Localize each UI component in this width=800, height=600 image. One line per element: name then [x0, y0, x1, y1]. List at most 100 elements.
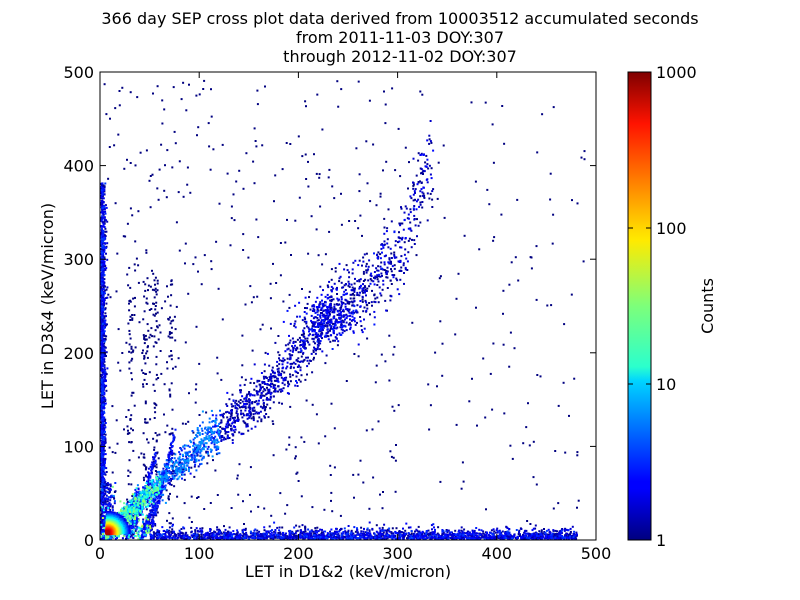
histogram-cell	[318, 303, 321, 306]
histogram-cell	[166, 361, 168, 364]
histogram-cell	[263, 507, 266, 510]
histogram-cell	[370, 301, 373, 304]
histogram-cell	[385, 269, 388, 272]
histogram-cell	[569, 532, 572, 535]
histogram-cell	[369, 313, 371, 316]
histogram-cell	[244, 407, 247, 410]
histogram-cell	[170, 331, 173, 334]
histogram-cell	[315, 228, 318, 231]
histogram-cell	[352, 292, 354, 295]
histogram-cell	[371, 428, 374, 431]
histogram-cell	[406, 269, 409, 271]
histogram-cell	[415, 528, 418, 531]
histogram-cell	[170, 358, 173, 361]
histogram-cell	[102, 185, 105, 187]
histogram-cell	[180, 98, 183, 101]
histogram-cell	[167, 318, 170, 321]
histogram-cell	[314, 321, 317, 324]
histogram-cell	[144, 402, 147, 405]
histogram-cell	[402, 531, 405, 534]
histogram-cell	[131, 357, 134, 360]
histogram-cell	[511, 457, 514, 460]
histogram-cell	[380, 243, 383, 246]
histogram-cell	[372, 476, 375, 479]
histogram-cell	[368, 259, 371, 262]
histogram-cell	[339, 326, 342, 329]
histogram-cell	[522, 442, 525, 445]
histogram-cell	[556, 533, 559, 536]
histogram-cell	[184, 422, 187, 425]
histogram-cell	[321, 328, 324, 331]
histogram-cell	[436, 532, 439, 535]
histogram-cell	[235, 407, 238, 410]
histogram-cell	[100, 506, 103, 509]
histogram-cell	[218, 202, 221, 205]
histogram-cell	[109, 508, 112, 511]
histogram-cell	[421, 191, 424, 194]
histogram-cell	[369, 278, 372, 280]
histogram-cell	[384, 299, 387, 302]
histogram-cell	[289, 405, 292, 408]
histogram-cell	[552, 106, 555, 109]
histogram-cell	[437, 536, 440, 539]
histogram-cell	[261, 381, 264, 384]
histogram-cell	[311, 304, 314, 307]
histogram-cell	[147, 499, 150, 502]
histogram-cell	[158, 489, 161, 492]
histogram-cell	[129, 286, 132, 289]
histogram-cell	[104, 374, 107, 377]
histogram-cell	[552, 529, 555, 532]
histogram-cell	[297, 135, 300, 138]
histogram-cell	[150, 514, 152, 517]
histogram-cell	[262, 390, 265, 393]
histogram-cell	[401, 236, 404, 239]
histogram-cell	[105, 384, 108, 387]
histogram-cell	[256, 89, 259, 92]
histogram-cell	[361, 234, 363, 237]
histogram-cell	[158, 433, 161, 436]
histogram-cell	[490, 529, 493, 532]
histogram-cell	[246, 425, 249, 428]
histogram-cell	[155, 301, 158, 304]
histogram-cell	[103, 208, 106, 211]
histogram-cell	[151, 173, 154, 176]
histogram-cell	[340, 300, 343, 303]
histogram-cell	[314, 342, 316, 345]
histogram-cell	[365, 262, 368, 265]
histogram-cell	[259, 328, 262, 331]
histogram-cell	[283, 359, 286, 361]
histogram-cell	[349, 318, 351, 321]
histogram-cell	[263, 394, 266, 397]
histogram-cell	[295, 359, 298, 362]
histogram-cell	[170, 320, 173, 323]
histogram-cell	[466, 530, 469, 533]
histogram-cell	[347, 323, 350, 326]
histogram-cell	[103, 186, 106, 189]
histogram-cell	[260, 418, 263, 421]
histogram-cell	[160, 307, 163, 310]
histogram-cell	[284, 533, 287, 536]
histogram-cell	[320, 333, 323, 336]
histogram-cell	[153, 417, 156, 419]
histogram-cell	[249, 285, 252, 288]
histogram-cell	[220, 419, 223, 422]
histogram-cell	[442, 144, 445, 147]
histogram-cell	[206, 462, 209, 465]
histogram-cell	[263, 409, 266, 412]
histogram-cell	[522, 536, 525, 539]
histogram-cell	[356, 321, 358, 324]
histogram-cell	[315, 172, 318, 175]
histogram-cell	[404, 529, 407, 532]
histogram-cell	[104, 418, 107, 421]
histogram-cell	[117, 328, 120, 331]
histogram-cell	[330, 296, 333, 298]
histogram-cell	[266, 386, 268, 389]
histogram-cell	[153, 533, 156, 536]
histogram-cell	[397, 260, 400, 263]
histogram-cell	[325, 309, 328, 312]
histogram-cell	[437, 526, 440, 529]
histogram-cell	[142, 383, 144, 386]
histogram-cell	[145, 297, 148, 300]
histogram-cell	[100, 266, 103, 269]
histogram-cell	[314, 336, 317, 339]
